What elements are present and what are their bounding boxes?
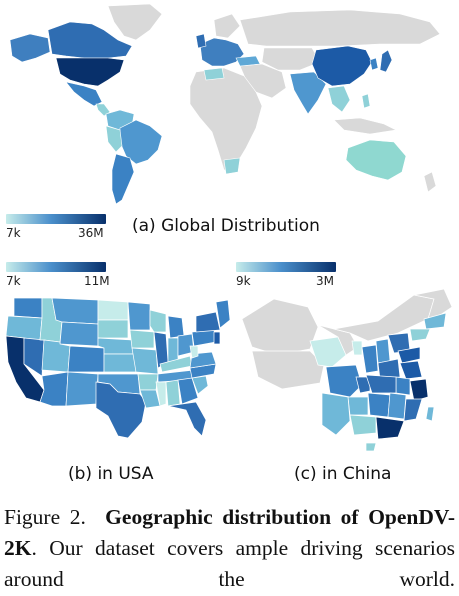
state-montana (51, 297, 99, 325)
province-fujian (403, 398, 423, 422)
province-liaoning (409, 328, 431, 342)
usa-caption: (b) in USA (68, 464, 154, 484)
state-new-jersey (213, 331, 221, 345)
region-russia (239, 9, 441, 47)
state-florida (167, 401, 207, 437)
region-philippines (361, 93, 371, 109)
usa-scale-max: 11M (84, 274, 110, 288)
region-europe (199, 37, 245, 67)
figure-caption: Figure 2. Geographic distribution of Ope… (4, 502, 455, 595)
region-uk (195, 33, 207, 49)
province-yunnan (321, 392, 351, 436)
region-brazil (119, 119, 163, 165)
province-sichuan (325, 364, 363, 398)
china-scale-max: 3M (316, 274, 334, 288)
state-utah (41, 339, 71, 373)
state-arkansas (137, 373, 159, 391)
region-new-zealand (423, 171, 437, 193)
global-colorbar (6, 214, 106, 224)
state-michigan (167, 315, 185, 339)
region-canada (47, 21, 133, 59)
region-australia (345, 139, 407, 181)
region-korea (369, 57, 379, 71)
state-alabama (165, 379, 181, 407)
province-ningxia (351, 340, 363, 356)
global-scale-max: 36M (78, 226, 104, 240)
region-indonesia (333, 117, 397, 135)
province-anhui (395, 376, 411, 396)
state-mississippi (155, 381, 167, 407)
state-iowa (129, 329, 155, 349)
china-scale-min: 9k (236, 274, 251, 288)
province-xinjiang (241, 298, 319, 356)
state-arizona (39, 371, 69, 407)
state-kansas (103, 353, 137, 373)
region-southeast-asia (327, 85, 351, 113)
province-hubei (365, 374, 397, 394)
province-jiangxi (387, 392, 407, 420)
province-shanxi (375, 338, 391, 364)
state-pennsylvania (191, 329, 217, 347)
state-colorado (67, 345, 105, 373)
state-west-virginia (189, 345, 199, 359)
world-map (9, 3, 441, 205)
state-minnesota (127, 301, 151, 331)
state-new-york (195, 311, 221, 333)
state-washington (13, 297, 43, 319)
province-guizhou (347, 396, 369, 416)
state-new-england (215, 299, 231, 329)
state-texas (95, 381, 147, 439)
province-taiwan (425, 406, 435, 422)
region-peru (105, 125, 123, 153)
figure-caption-bold: Geographic distribution of OpenDV-2K (4, 505, 455, 560)
china-map (241, 288, 453, 452)
state-indiana (167, 337, 179, 363)
province-hainan (365, 442, 377, 452)
region-central-asia (261, 47, 321, 71)
region-alaska (9, 33, 51, 63)
china-colorbar (236, 262, 336, 272)
province-hunan (367, 392, 391, 418)
state-wisconsin (149, 309, 167, 333)
region-japan (379, 49, 393, 73)
figure-caption-rest: . Our dataset covers ample driving scena… (4, 536, 455, 591)
state-south-carolina (191, 375, 209, 395)
region-scandinavia (213, 13, 241, 39)
usa-map (5, 297, 231, 439)
state-new-mexico (65, 371, 99, 407)
usa-scale-min: 7k (6, 274, 21, 288)
global-caption: (a) Global Distribution (132, 216, 320, 236)
region-south-africa (223, 157, 241, 175)
usa-colorbar (6, 262, 106, 272)
province-shaanxi (361, 344, 379, 374)
province-henan (377, 358, 401, 380)
province-chongqing (355, 376, 371, 394)
province-shandong (397, 346, 421, 364)
global-scale-min: 7k (6, 226, 21, 240)
region-north-africa (203, 67, 225, 81)
state-north-dakota (97, 299, 129, 321)
province-jiangsu (399, 360, 423, 380)
province-guangxi (349, 414, 377, 436)
state-georgia (177, 377, 199, 405)
province-shanghai-zhejiang (409, 378, 429, 402)
figure-label: Figure 2. (4, 505, 86, 529)
region-argentina (111, 153, 135, 205)
region-china (311, 45, 373, 87)
province-tibet (251, 350, 325, 390)
china-caption: (c) in China (294, 464, 392, 484)
state-wyoming (59, 321, 99, 347)
region-united-states (55, 57, 125, 87)
state-south-dakota (97, 319, 129, 339)
province-qinghai (309, 336, 347, 368)
region-greenland (107, 3, 163, 41)
province-guangdong (375, 416, 405, 440)
region-turkey (235, 55, 261, 67)
state-missouri (131, 347, 159, 375)
province-jilin (423, 312, 447, 330)
